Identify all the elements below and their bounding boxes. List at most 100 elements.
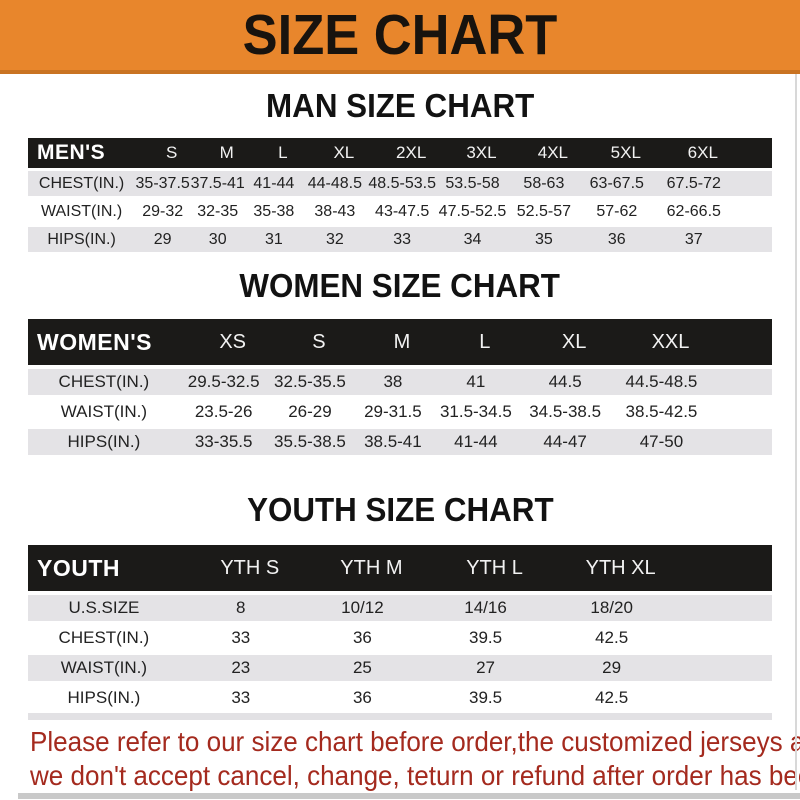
women-size-table: WOMEN'S XS S M L XL XXL CHEST(IN.) 29.5-32.5 32.5… (28, 319, 772, 455)
size-column-header: S (165, 143, 178, 162)
size-value-cell: 32-35 (197, 202, 239, 220)
size-value-cell: 32.5-35.5 (274, 372, 346, 391)
men-table-row: WAIST(IN.) 29-32 32-35 35-38 38-43 43-47.5 47.… (28, 199, 772, 224)
size-value-cell: 63-67.5 (589, 174, 644, 192)
size-column-header: YTH L (466, 556, 523, 579)
size-value-cell: 58-63 (523, 174, 565, 192)
size-value-cell: 18/20 (590, 598, 633, 617)
row-label: HIPS(IN.) (67, 432, 141, 451)
banner: SIZE CHART (0, 0, 800, 74)
size-value-cell: 30 (208, 230, 227, 248)
size-value-cell: 33 (393, 230, 412, 248)
size-value-cell: 44-47 (543, 432, 587, 451)
size-value-cell: 35-37.5 (135, 174, 190, 192)
size-value-cell: 41-44 (253, 174, 295, 192)
size-value-cell: 47-50 (639, 432, 684, 451)
row-label: CHEST(IN.) (38, 174, 125, 192)
size-column-header: XS (219, 330, 246, 353)
size-value-cell: 29 (153, 230, 172, 248)
youth-section-heading-text: YOUTH SIZE CHART (246, 491, 554, 528)
size-value-cell: 14/16 (464, 598, 507, 617)
size-column-header: XXL (651, 330, 690, 353)
size-value-cell: 67.5-72 (666, 174, 721, 192)
size-value-cell: 31.5-34.5 (439, 402, 512, 421)
size-column-header: M (393, 330, 411, 353)
women-header-label: WOMEN'S (37, 328, 153, 355)
size-value-cell: 44.5 (548, 372, 582, 391)
size-value-cell: 29-32 (142, 202, 184, 220)
size-value-cell: 35.5-38.5 (274, 432, 346, 451)
size-value-cell: 47.5-52.5 (438, 202, 507, 220)
footer-disclaimer-line1: Please refer to our size chart before or… (30, 726, 800, 757)
row-label: WAIST(IN.) (60, 658, 147, 677)
youth-table-row: WAIST(IN.) 23 25 27 29 (28, 655, 772, 681)
size-value-cell: 52.5-57 (516, 202, 572, 220)
row-label: HIPS(IN.) (67, 688, 141, 707)
size-value-cell: 34 (463, 230, 482, 248)
size-value-cell: 29-31.5 (364, 402, 422, 421)
youth-table-row: HIPS(IN.) 33 36 39.5 42.5 (28, 685, 772, 711)
size-value-cell: 29 (602, 658, 622, 677)
women-table-row: WAIST(IN.) 23.5-26 26-29 29-31.5 31.5-34.5 34… (28, 399, 772, 425)
size-value-cell: 33 (231, 628, 251, 647)
women-table-row: HIPS(IN.) 33-35.5 35.5-38.5 38.5-41 41-44 44-… (28, 429, 772, 455)
size-value-cell: 25 (352, 658, 372, 677)
size-value-cell: 8 (236, 598, 246, 617)
size-value-cell: 26-29 (288, 402, 332, 421)
men-header-label: MEN'S (37, 141, 106, 164)
size-column-header: M (219, 143, 234, 162)
size-column-header: 6XL (687, 143, 718, 162)
size-value-cell: 33 (231, 688, 251, 707)
size-value-cell: 42.5 (595, 688, 629, 707)
page-bottom-edge-strip (18, 793, 800, 799)
size-column-header: S (312, 330, 326, 353)
row-label: WAIST(IN.) (60, 402, 147, 421)
size-value-cell: 38 (383, 372, 403, 391)
size-column-header: L (278, 143, 288, 162)
page-right-edge-line (795, 74, 797, 790)
women-section-heading-text: WOMEN SIZE CHART (239, 267, 561, 304)
youth-header-label: YOUTH (37, 554, 120, 581)
size-value-cell: 34.5-38.5 (529, 402, 602, 421)
size-value-cell: 38.5-42.5 (625, 402, 698, 421)
size-value-cell: 36 (352, 628, 372, 647)
women-header-row: WOMEN'S XS S M L XL XXL (28, 319, 772, 365)
size-value-cell: 38.5-41 (364, 432, 422, 451)
size-column-header: YTH S (220, 556, 280, 579)
size-column-header: 5XL (610, 143, 641, 162)
size-value-cell: 29.5-32.5 (187, 372, 260, 391)
footer-disclaimer-line2: we don't accept cancel, change, teturn o… (30, 760, 800, 791)
men-header-row: MEN'S S M L XL 2XL 3XL 4XL 5XL 6XL (28, 138, 772, 168)
size-value-cell: 33-35.5 (194, 432, 253, 451)
size-value-cell: 53.5-58 (445, 174, 500, 192)
size-column-header: 4XL (537, 143, 569, 162)
row-label: CHEST(IN.) (58, 372, 150, 391)
size-value-cell: 35-38 (253, 202, 295, 220)
row-label: HIPS(IN.) (47, 230, 116, 248)
women-section-heading: WOMEN SIZE CHART (0, 269, 800, 302)
men-size-table: MEN'S S M L XL 2XL 3XL 4XL 5XL 6XL CHEST(IN.) 35-37… (28, 138, 772, 252)
women-table-row: CHEST(IN.) 29.5-32.5 32.5-35.5 38 41 44.5 44.5… (28, 369, 772, 395)
size-value-cell: 23.5-26 (194, 402, 253, 421)
size-value-cell: 32 (325, 230, 344, 248)
size-value-cell: 44-48.5 (307, 174, 362, 192)
size-value-cell: 44.5-48.5 (625, 372, 698, 391)
youth-header-row: YOUTH YTH S YTH M YTH L YTH XL (28, 545, 772, 591)
size-column-header: L (479, 330, 491, 353)
size-value-cell: 36 (607, 230, 626, 248)
size-value-cell: 23 (231, 658, 251, 677)
size-value-cell: 39.5 (468, 628, 503, 647)
size-value-cell: 38-43 (314, 202, 356, 220)
size-value-cell: 31 (264, 230, 283, 248)
youth-table-row: U.S.SIZE 8 10/12 14/16 18/20 (28, 595, 772, 621)
men-table-row: CHEST(IN.) 35-37.5 37.5-41 41-44 44-48.5 48.5… (28, 171, 772, 196)
row-label: U.S.SIZE (68, 598, 140, 617)
size-value-cell: 48.5-53.5 (368, 174, 436, 192)
size-column-header: 3XL (466, 143, 497, 162)
size-value-cell: 27 (476, 658, 495, 677)
size-value-cell: 62-66.5 (666, 202, 721, 220)
size-value-cell: 43-47.5 (375, 202, 430, 220)
size-value-cell: 37.5-41 (190, 174, 245, 192)
size-value-cell: 35 (534, 230, 553, 248)
